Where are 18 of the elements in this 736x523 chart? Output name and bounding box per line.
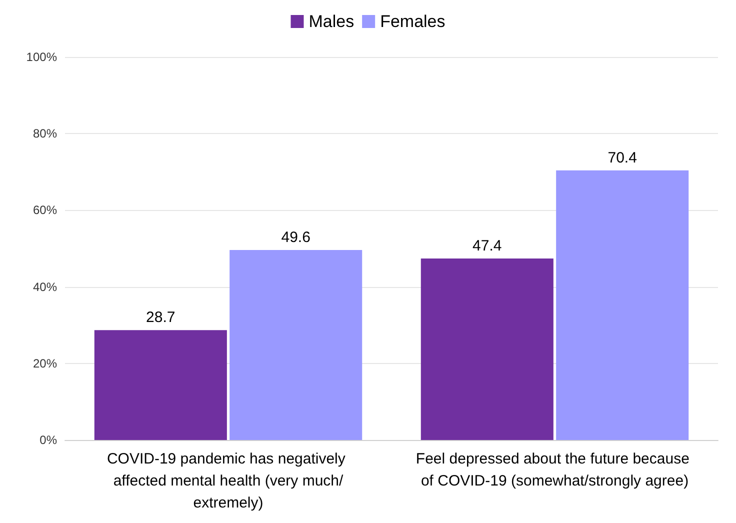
y-tick-label: 0% [40, 433, 58, 447]
bar [230, 250, 362, 440]
data-label: 49.6 [281, 229, 310, 246]
data-label: 47.4 [472, 237, 502, 254]
y-tick-label: 40% [32, 280, 58, 294]
x-tick-label: COVID-19 pandemic has negatively affected mental health (very much/extremely) [106, 450, 350, 512]
data-label: 28.7 [146, 309, 176, 326]
legend-label: Males [308, 12, 354, 31]
bar [94, 330, 227, 440]
data-label: 70.4 [608, 149, 637, 166]
bar [420, 258, 554, 440]
bar [556, 170, 689, 440]
y-tick-label: 100% [26, 50, 58, 64]
x-tick-label: Feel depressed about the future because of COVID-19 (somewhat/strongly agree) [416, 450, 694, 490]
y-tick-label: 60% [32, 203, 58, 218]
legend-label: Females [380, 12, 446, 31]
y-tick-label: 80% [32, 126, 58, 141]
y-tick-label: 20% [32, 356, 58, 370]
